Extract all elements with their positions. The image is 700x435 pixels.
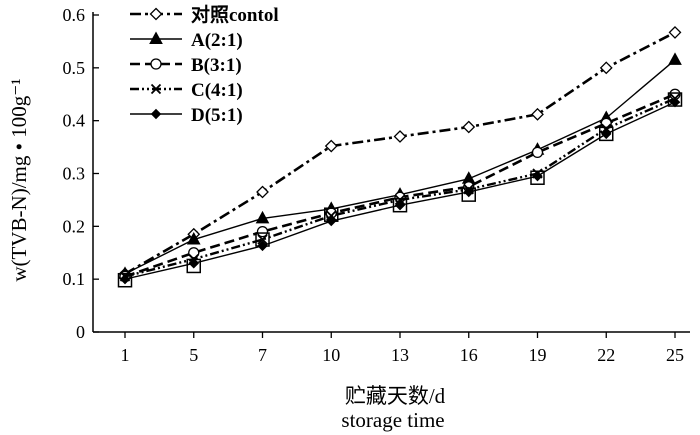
x-tick-label: 13: [391, 345, 409, 365]
data-point: [530, 170, 545, 185]
data-point: [326, 210, 337, 221]
x-tick-label: 10: [322, 345, 340, 365]
data-point: [324, 139, 338, 153]
y-tick-label: 0: [76, 322, 85, 342]
legend-marker: [149, 31, 163, 44]
x-tick-label: 16: [460, 345, 478, 365]
data-point: [394, 194, 406, 206]
data-point: [394, 199, 406, 211]
data-point: [392, 197, 408, 213]
x-tick-label: 25: [666, 345, 684, 365]
series-5: [119, 96, 681, 285]
x-tick-label: 5: [189, 345, 198, 365]
y-axis-title: w(TVB-N)/mg • 100g⁻¹: [7, 78, 31, 281]
data-point: [255, 210, 270, 224]
data-point: [599, 126, 614, 142]
legend-label: 对照contol: [191, 3, 279, 26]
data-point: [668, 26, 682, 39]
data-point: [324, 207, 339, 222]
data-point: [667, 92, 683, 107]
legend-marker: [149, 7, 163, 21]
data-point: [601, 128, 612, 140]
series-line: [124, 97, 676, 278]
y-tick-label: 0.2: [63, 216, 86, 236]
legend-marker: [150, 58, 162, 70]
series-6: [117, 92, 683, 288]
legend-entry: C(4:1): [130, 80, 243, 101]
legend-entry: 对照contol: [130, 3, 279, 26]
x-axis-title: 贮藏天数/d: [345, 384, 446, 408]
data-point: [117, 272, 133, 288]
data-point: [119, 273, 131, 285]
x-tick-label: 7: [258, 345, 267, 365]
legend-marker: [150, 108, 162, 120]
data-point: [601, 123, 612, 134]
legend-marker: [150, 83, 162, 95]
data-point: [463, 186, 474, 198]
data-point: [188, 247, 200, 259]
data-point: [393, 130, 407, 143]
legend-label: A(2:1): [191, 30, 243, 51]
data-point: [532, 170, 543, 182]
y-tick-label: 0.1: [63, 269, 86, 289]
data-point: [255, 232, 270, 247]
y-tick-label: 0.5: [63, 58, 86, 78]
data-point: [257, 234, 268, 245]
x-tick-label: 1: [121, 345, 130, 365]
data-point: [668, 52, 682, 65]
legend: 对照contol A(2:1) B(3:1) C(4:1) D(5:1): [130, 3, 279, 126]
y-tick-label: 0.4: [63, 111, 86, 131]
data-point: [256, 225, 269, 238]
x-tick-label: 22: [597, 345, 615, 365]
axes: 0 0.1 0.2 0.3 0.4 0.5 0.6 1 5 7 10 13 16 19 22 25: [63, 5, 690, 365]
y-tick-label: 0.6: [63, 5, 86, 25]
legend-label: D(5:1): [191, 105, 243, 126]
data-point: [531, 146, 544, 159]
legend-entry: A(2:1): [130, 30, 243, 51]
data-point: [186, 258, 201, 274]
legend-entry: B(3:1): [130, 55, 242, 76]
data-point: [599, 61, 613, 75]
x-tick-label: 19: [529, 345, 547, 365]
x-axis-subtitle: storage time: [341, 408, 444, 432]
data-point: [256, 185, 269, 199]
data-point: [462, 120, 476, 134]
data-point: [461, 187, 476, 202]
data-point: [531, 107, 544, 121]
legend-entry: D(5:1): [130, 105, 243, 126]
y-tick-label: 0.3: [63, 164, 86, 184]
legend-label: C(4:1): [191, 80, 243, 101]
series-layer: [117, 26, 683, 288]
data-point: [186, 231, 201, 245]
legend-label: B(3:1): [191, 55, 242, 76]
data-point: [188, 258, 199, 269]
